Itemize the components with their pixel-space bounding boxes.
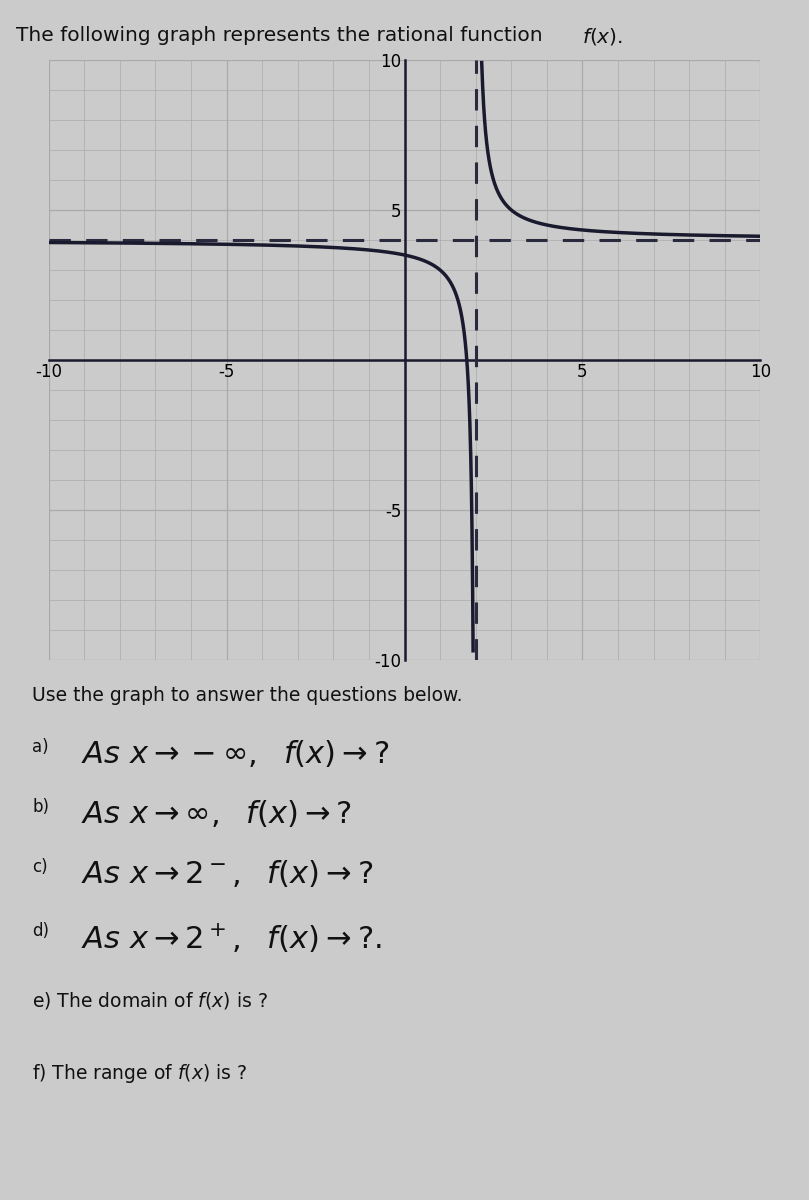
Text: The following graph represents the rational function: The following graph represents the ratio… bbox=[16, 26, 549, 46]
Text: $\mathit{As}\ x \rightarrow -\infty,\ \ f(x) \rightarrow$?: $\mathit{As}\ x \rightarrow -\infty,\ \ … bbox=[81, 738, 389, 769]
Text: $\mathit{As}\ x \rightarrow \infty,\ \ f(x) \rightarrow$?: $\mathit{As}\ x \rightarrow \infty,\ \ f… bbox=[81, 798, 352, 829]
Text: d): d) bbox=[32, 922, 49, 940]
Text: a): a) bbox=[32, 738, 49, 756]
Text: f) The range of $f(x)$ is ?: f) The range of $f(x)$ is ? bbox=[32, 1062, 248, 1085]
Text: e) The domain of $f(x)$ is ?: e) The domain of $f(x)$ is ? bbox=[32, 990, 269, 1010]
Text: $\mathit{As}\ x \rightarrow 2^-,\ \ f(x) \rightarrow$?: $\mathit{As}\ x \rightarrow 2^-,\ \ f(x)… bbox=[81, 858, 373, 889]
Text: b): b) bbox=[32, 798, 49, 816]
Text: $\mathit{As}\ x \rightarrow 2^+,\ \ f(x) \rightarrow$?.: $\mathit{As}\ x \rightarrow 2^+,\ \ f(x)… bbox=[81, 922, 382, 955]
Text: $f(x).$: $f(x).$ bbox=[582, 26, 624, 47]
Text: Use the graph to answer the questions below.: Use the graph to answer the questions be… bbox=[32, 686, 463, 706]
Text: c): c) bbox=[32, 858, 48, 876]
